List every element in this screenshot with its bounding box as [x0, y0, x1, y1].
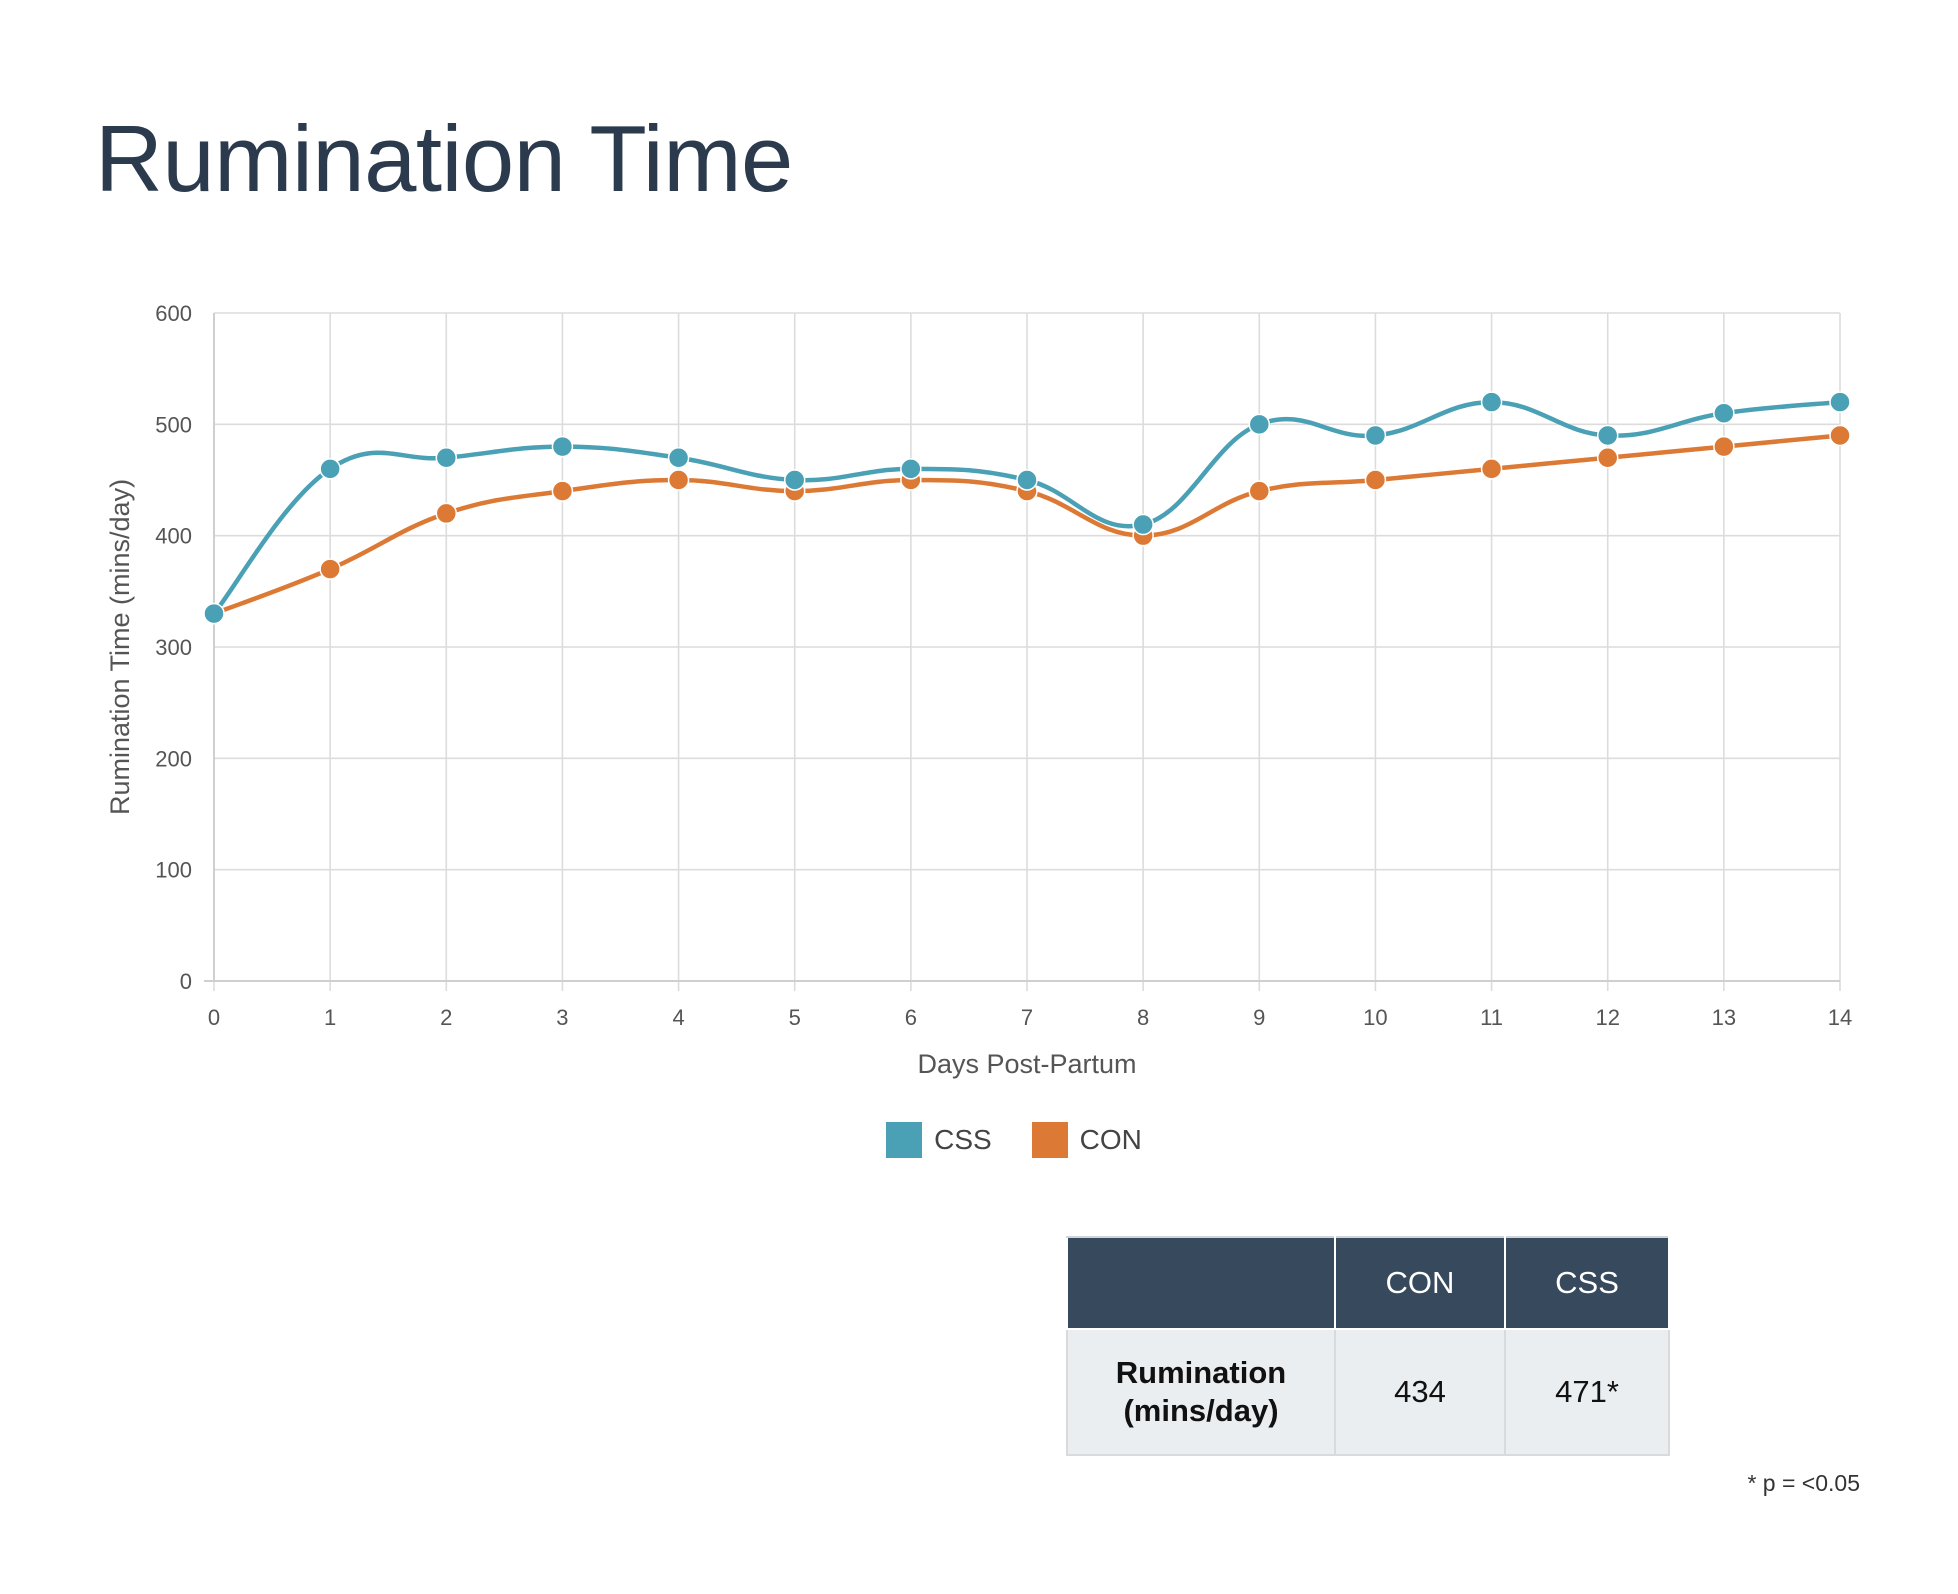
table-header-row: CON CSS [1066, 1236, 1670, 1330]
x-tick-label: 7 [1021, 1005, 1033, 1030]
table-row-label: Rumination (mins/day) [1066, 1328, 1336, 1456]
y-tick-label: 600 [155, 301, 192, 326]
y-tick-label: 400 [155, 524, 192, 549]
row-label-line1: Rumination [1115, 1355, 1287, 1390]
page-title: Rumination Time [95, 106, 793, 211]
data-point-con [435, 502, 458, 525]
data-point-css [551, 435, 574, 458]
y-tick-label: 300 [155, 635, 192, 660]
x-tick-label: 1 [324, 1005, 336, 1030]
data-point-css [1480, 391, 1503, 413]
x-tick-label: 12 [1595, 1005, 1619, 1030]
data-point-con [1596, 446, 1619, 469]
table-cell-css: 471* [1504, 1328, 1670, 1456]
legend-item-con[interactable]: CON [1031, 1122, 1142, 1158]
y-tick-label: 500 [155, 412, 192, 437]
x-tick-label: 8 [1137, 1005, 1149, 1030]
x-tick-label: 10 [1363, 1005, 1387, 1030]
y-tick-label: 200 [155, 746, 192, 771]
summary-table: CON CSS Rumination (mins/day) 434 471* [1066, 1236, 1670, 1456]
x-tick-label: 2 [440, 1005, 452, 1030]
x-tick-label: 13 [1712, 1005, 1736, 1030]
y-axis-label: Rumination Time (mins/day) [105, 479, 135, 815]
data-point-con [1480, 458, 1503, 480]
significance-footnote: * p = <0.05 [1747, 1470, 1860, 1496]
data-point-css [667, 446, 690, 469]
table-header-css: CSS [1504, 1236, 1670, 1330]
data-point-css [1132, 513, 1154, 536]
data-point-css [900, 458, 922, 480]
x-tick-label: 6 [905, 1005, 917, 1030]
series-line-css [212, 399, 1841, 616]
data-point-con [1713, 435, 1735, 458]
x-tick-label: 11 [1480, 1005, 1503, 1030]
table-row: Rumination (mins/day) 434 471* [1066, 1328, 1670, 1456]
legend-swatch [1031, 1122, 1068, 1158]
data-point-con [551, 480, 574, 502]
row-label-line2: (mins/day) [1123, 1393, 1279, 1428]
legend-label: CON [1079, 1124, 1142, 1155]
table-cell-con: 434 [1334, 1328, 1506, 1456]
legend-item-css[interactable]: CSS [886, 1122, 992, 1158]
table-header-con: CON [1334, 1236, 1506, 1330]
x-tick-label: 9 [1253, 1005, 1265, 1030]
data-point-css [783, 469, 806, 491]
data-point-con [1248, 480, 1271, 502]
legend-label: CSS [934, 1124, 992, 1155]
x-axis-label: Days Post-Partum [917, 1049, 1136, 1079]
x-tick-label: 3 [556, 1005, 568, 1030]
data-point-css [1596, 424, 1619, 447]
data-point-css [435, 446, 458, 469]
table-header-empty [1066, 1236, 1336, 1330]
data-point-css [1829, 391, 1851, 413]
data-point-css [319, 458, 341, 480]
data-point-con [667, 469, 690, 491]
legend-swatch [886, 1122, 923, 1158]
x-tick-label: 4 [672, 1005, 684, 1030]
data-point-con [1364, 469, 1387, 491]
data-point-css [203, 602, 225, 625]
data-point-con [1829, 424, 1851, 447]
data-point-css [1248, 413, 1271, 436]
x-tick-label: 14 [1828, 1005, 1852, 1030]
data-point-css [1364, 424, 1387, 447]
data-point-con [319, 558, 341, 580]
x-tick-label: 5 [789, 1005, 801, 1030]
data-point-css [1713, 402, 1735, 424]
x-tick-label: 0 [208, 1005, 220, 1030]
chart-legend: CSS CON [0, 1122, 1958, 1158]
y-tick-label: 100 [155, 858, 192, 883]
data-point-css [1016, 469, 1038, 491]
y-tick-label: 0 [180, 969, 192, 994]
